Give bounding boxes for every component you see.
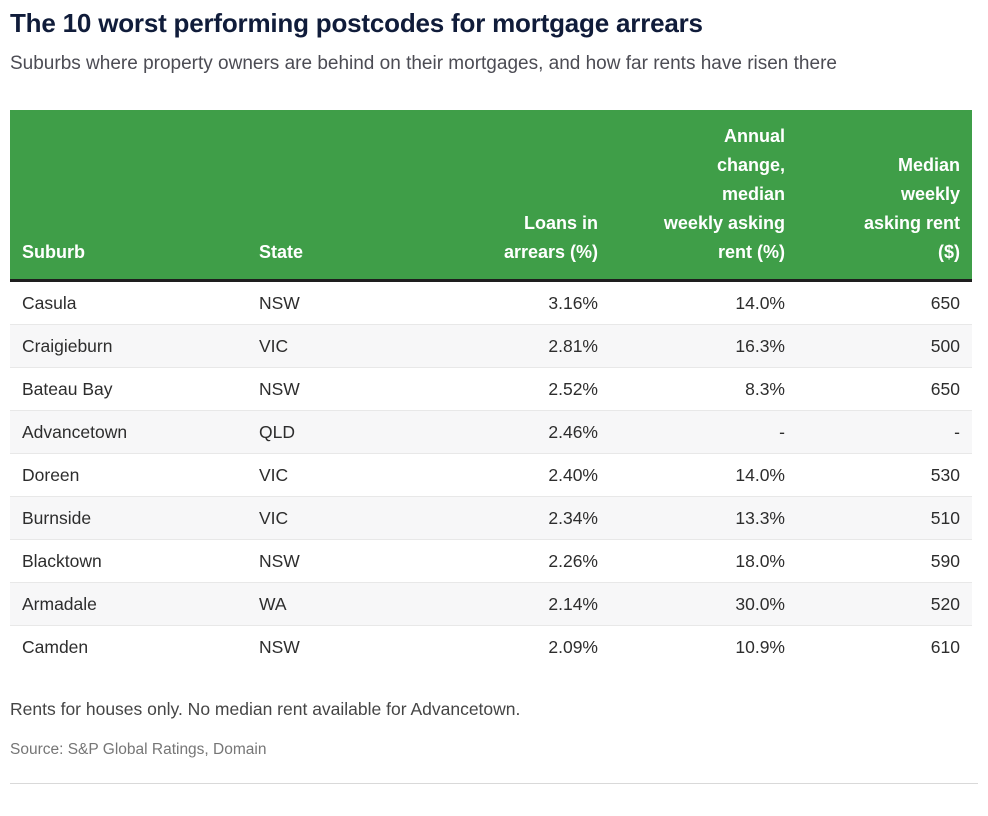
- cell-state: WA: [247, 582, 398, 626]
- cell-annual-change-rent: 16.3%: [610, 324, 797, 368]
- cell-annual-change-rent: 14.0%: [610, 453, 797, 497]
- table-body: Casula NSW 3.16% 14.0% 650 Craigieburn V…: [10, 280, 972, 668]
- cell-loans-in-arrears: 2.09%: [398, 625, 610, 668]
- col-header-state-label: State: [259, 242, 304, 262]
- cell-annual-change-rent: 30.0%: [610, 582, 797, 626]
- cell-loans-in-arrears: 2.26%: [398, 539, 610, 583]
- cell-state: NSW: [247, 625, 398, 668]
- cell-loans-in-arrears: 2.14%: [398, 582, 610, 626]
- table-row: Blacktown NSW 2.26% 18.0% 590: [10, 539, 972, 583]
- col-header-median-weekly-rent: Median weekly asking rent ($): [797, 110, 972, 282]
- cell-median-weekly-rent: 510: [797, 496, 972, 540]
- cell-annual-change-rent: 13.3%: [610, 496, 797, 540]
- cell-median-weekly-rent: 530: [797, 453, 972, 497]
- source-credit: Source: S&P Global Ratings, Domain: [10, 741, 267, 758]
- table-header: Suburb State Loans in arrears (%) Annual…: [10, 110, 972, 282]
- table-row: Casula NSW 3.16% 14.0% 650: [10, 280, 972, 325]
- col-header-suburb: Suburb: [10, 110, 247, 282]
- cell-median-weekly-rent: 500: [797, 324, 972, 368]
- table-graphic: The 10 worst performing postcodes for mo…: [0, 8, 988, 784]
- cell-state: VIC: [247, 453, 398, 497]
- cell-suburb: Blacktown: [10, 539, 247, 583]
- cell-state: QLD: [247, 410, 398, 454]
- page-subtitle: Suburbs where property owners are behind…: [10, 53, 837, 74]
- table-row: Bateau Bay NSW 2.52% 8.3% 650: [10, 367, 972, 411]
- table-row: Doreen VIC 2.40% 14.0% 530: [10, 453, 972, 497]
- cell-median-weekly-rent: 610: [797, 625, 972, 668]
- cell-annual-change-rent: 8.3%: [610, 367, 797, 411]
- arrears-table: Suburb State Loans in arrears (%) Annual…: [10, 110, 972, 668]
- cell-annual-change-rent: 10.9%: [610, 625, 797, 668]
- cell-loans-in-arrears: 2.46%: [398, 410, 610, 454]
- col-header-loans-in-arrears-label: Loans in arrears (%): [503, 213, 598, 262]
- table-row: Camden NSW 2.09% 10.9% 610: [10, 625, 972, 668]
- cell-loans-in-arrears: 2.81%: [398, 324, 610, 368]
- col-header-state: State: [247, 110, 398, 282]
- col-header-annual-change-rent: Annual change, median weekly asking rent…: [610, 110, 797, 282]
- table-row: Advancetown QLD 2.46% - -: [10, 410, 972, 454]
- cell-median-weekly-rent: 590: [797, 539, 972, 583]
- cell-median-weekly-rent: -: [797, 410, 972, 454]
- cell-loans-in-arrears: 2.40%: [398, 453, 610, 497]
- col-header-loans-in-arrears: Loans in arrears (%): [398, 110, 610, 282]
- cell-median-weekly-rent: 650: [797, 367, 972, 411]
- cell-loans-in-arrears: 2.52%: [398, 367, 610, 411]
- footnote-text: Rents for houses only. No median rent av…: [10, 699, 521, 719]
- table-row: Armadale WA 2.14% 30.0% 520: [10, 582, 972, 626]
- cell-median-weekly-rent: 650: [797, 280, 972, 325]
- cell-suburb: Armadale: [10, 582, 247, 626]
- cell-median-weekly-rent: 520: [797, 582, 972, 626]
- col-header-annual-change-rent-label: Annual change, median weekly asking rent…: [663, 126, 785, 262]
- cell-state: VIC: [247, 496, 398, 540]
- cell-state: NSW: [247, 280, 398, 325]
- cell-annual-change-rent: 14.0%: [610, 280, 797, 325]
- cell-suburb: Craigieburn: [10, 324, 247, 368]
- cell-state: NSW: [247, 367, 398, 411]
- cell-suburb: Casula: [10, 280, 247, 325]
- cell-loans-in-arrears: 2.34%: [398, 496, 610, 540]
- page-title: The 10 worst performing postcodes for mo…: [10, 8, 703, 38]
- bottom-divider: [10, 783, 978, 784]
- table-header-row: Suburb State Loans in arrears (%) Annual…: [10, 110, 972, 282]
- cell-state: VIC: [247, 324, 398, 368]
- table-row: Craigieburn VIC 2.81% 16.3% 500: [10, 324, 972, 368]
- table-row: Burnside VIC 2.34% 13.3% 510: [10, 496, 972, 540]
- cell-annual-change-rent: -: [610, 410, 797, 454]
- cell-suburb: Advancetown: [10, 410, 247, 454]
- col-header-median-weekly-rent-label: Median weekly asking rent ($): [863, 155, 960, 262]
- col-header-suburb-label: Suburb: [22, 242, 85, 262]
- cell-suburb: Bateau Bay: [10, 367, 247, 411]
- cell-state: NSW: [247, 539, 398, 583]
- cell-suburb: Camden: [10, 625, 247, 668]
- cell-loans-in-arrears: 3.16%: [398, 280, 610, 325]
- cell-suburb: Doreen: [10, 453, 247, 497]
- cell-annual-change-rent: 18.0%: [610, 539, 797, 583]
- cell-suburb: Burnside: [10, 496, 247, 540]
